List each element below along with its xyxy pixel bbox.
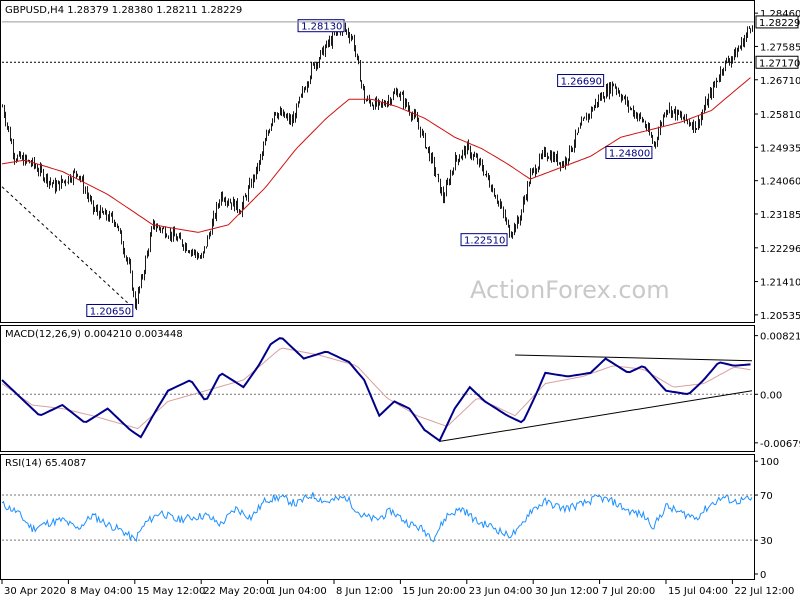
price-axis-label: 1.26710 xyxy=(760,76,800,87)
x-axis-label: 8 May 04:00 xyxy=(70,586,132,597)
price-axis-label: 1.24935 xyxy=(760,143,800,154)
price-annotation-box xyxy=(460,233,508,247)
moving-average-line xyxy=(1,77,751,233)
macd-upper-trendline xyxy=(515,354,753,362)
x-axis-label: 7 Jul 20:00 xyxy=(602,586,656,597)
price-annotation-text: 1.26690 xyxy=(561,77,602,88)
price-annotation-text: 1.24800 xyxy=(609,148,650,159)
price-axis-label: 1.28460 xyxy=(760,9,800,20)
x-axis-label: 30 Apr 2020 xyxy=(4,586,66,597)
price-annotation-text: 1.22510 xyxy=(464,236,505,247)
rsi-axis-label: 100 xyxy=(760,457,779,468)
price-axis-label: 1.20535 xyxy=(760,311,800,322)
rsi-pane xyxy=(0,454,755,580)
price-annotation-box xyxy=(605,145,653,159)
price-axis-label: 1.23185 xyxy=(760,210,800,221)
price-axis-label: 1.22296 xyxy=(760,244,800,255)
last-price-label: 1.28229 xyxy=(755,15,800,29)
x-axis-label: 1 Jun 04:00 xyxy=(270,586,327,597)
macd-axis-label: -0.006796 xyxy=(760,439,800,450)
price-annotation: 1.22510 xyxy=(460,233,508,247)
price-annotation: 1.24800 xyxy=(605,145,653,159)
candles-group xyxy=(2,21,753,310)
macd-axis-label: 0.008213 xyxy=(760,332,800,343)
price-axis-label: 1.24060 xyxy=(760,177,800,188)
x-axis-label: 30 Jun 12:00 xyxy=(535,586,599,597)
x-axis-label: 15 Jul 04:00 xyxy=(668,586,728,597)
x-axis-label: 15 Jun 20:00 xyxy=(402,586,466,597)
macd-main-line xyxy=(1,337,751,443)
macd-axis-label: 0.00 xyxy=(760,390,782,401)
last-price-label-text: 1.28229 xyxy=(759,18,800,29)
rsi-axis-label: 70 xyxy=(760,491,773,502)
rsi-axis-label: 30 xyxy=(760,536,773,547)
level-line-label-text: 1.27170 xyxy=(759,58,800,69)
price-axis-label: 1.27585 xyxy=(760,42,800,53)
x-axis-label: 22 Jul 12:00 xyxy=(734,586,794,597)
x-axis-label: 15 May 12:00 xyxy=(137,586,206,597)
macd-rising-trendline xyxy=(439,390,753,442)
rsi-line xyxy=(1,492,753,543)
watermark: ActionForex.com xyxy=(470,276,670,304)
rsi-axis-label: 0 xyxy=(760,570,766,581)
macd-title: MACD(12,26,9) 0.004210 0.003448 xyxy=(5,329,183,340)
rsi-title: RSI(14) 65.4087 xyxy=(5,458,86,469)
level-line-label: 1.27170 xyxy=(755,55,800,69)
price-annotation-box xyxy=(557,74,605,88)
price-annotation: 1.28130 xyxy=(297,19,345,33)
price-annotation-box xyxy=(86,303,134,317)
price-annotation: 1.26690 xyxy=(557,74,605,88)
price-annotation-box xyxy=(297,19,345,33)
x-axis-label: 23 Jun 04:00 xyxy=(469,586,533,597)
last-price-label-box xyxy=(755,15,799,29)
symbol-header: GBPUSD,H4 1.28379 1.28380 1.28211 1.2822… xyxy=(5,5,242,16)
price-annotation-text: 1.28130 xyxy=(301,22,342,33)
x-axis-label: 22 May 20:00 xyxy=(203,586,272,597)
price-axis-label: 1.21410 xyxy=(760,278,800,289)
price-pane xyxy=(0,0,755,323)
price-axis-label: 1.25810 xyxy=(760,110,800,121)
price-annotation: 1.20650 xyxy=(86,303,134,317)
price-annotation-text: 1.20650 xyxy=(90,306,131,317)
level-line-label-box xyxy=(755,55,799,69)
x-axis-label: 8 Jun 12:00 xyxy=(336,586,393,597)
